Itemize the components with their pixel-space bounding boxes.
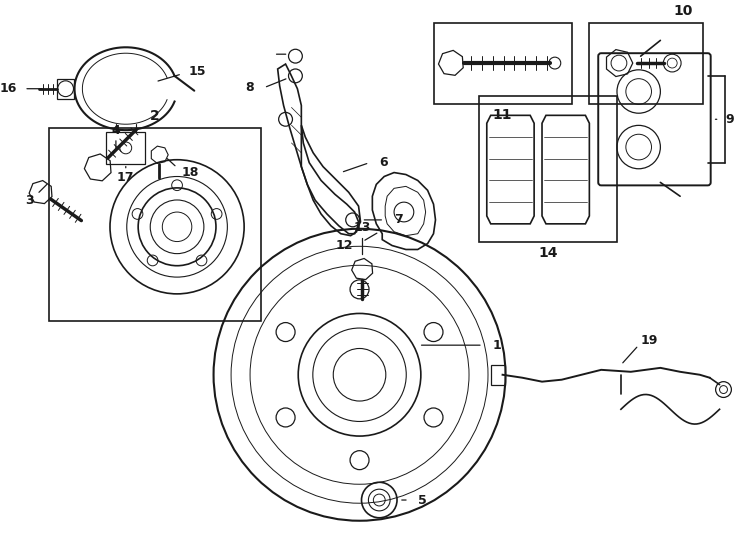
Text: 3: 3	[25, 194, 34, 207]
Text: 15: 15	[189, 65, 206, 78]
Text: 12: 12	[335, 239, 352, 252]
Text: 13: 13	[354, 221, 371, 234]
Bar	[434, 23, 572, 104]
Text: 16: 16	[0, 82, 18, 95]
Text: 5: 5	[418, 494, 426, 507]
Bar	[491, 365, 504, 384]
Text: 10: 10	[673, 4, 693, 18]
Text: 18: 18	[182, 166, 200, 179]
Text: 7: 7	[394, 213, 403, 226]
Bar	[589, 23, 702, 104]
Text: 11: 11	[493, 109, 512, 123]
Text: 17: 17	[117, 171, 134, 184]
Bar	[106, 132, 145, 164]
Bar	[49, 128, 261, 321]
Text: 8: 8	[245, 81, 254, 94]
Text: 6: 6	[379, 156, 388, 169]
Bar	[57, 79, 74, 99]
Text: 1: 1	[493, 339, 501, 352]
Text: 19: 19	[641, 334, 658, 347]
Text: 4: 4	[112, 124, 120, 137]
Text: 2: 2	[150, 109, 160, 123]
Text: 9: 9	[725, 113, 734, 126]
Bar	[479, 96, 617, 241]
Text: 14: 14	[538, 246, 558, 260]
